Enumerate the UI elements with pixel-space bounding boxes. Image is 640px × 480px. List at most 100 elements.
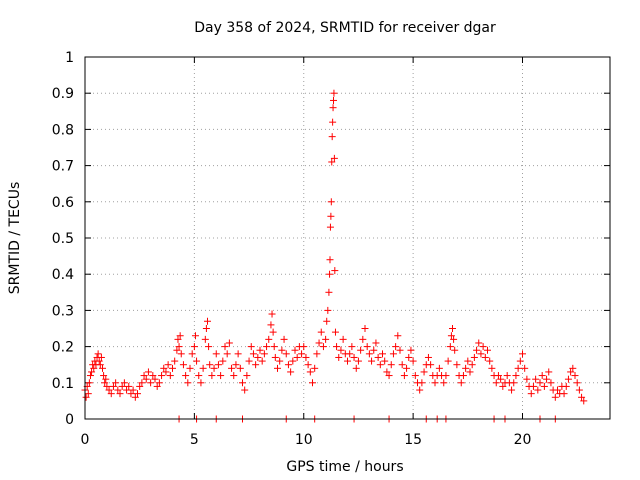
data-point [268,310,276,318]
y-tick-label: 0.7 [52,159,74,175]
y-tick-label: 1 [65,50,74,66]
data-point [184,379,192,387]
data-point [158,372,166,380]
data-point [392,343,400,351]
data-point [138,379,146,387]
data-point [322,335,330,343]
data-point [473,346,481,354]
data-point [368,357,376,365]
data-point [365,350,373,358]
data-point [236,364,244,372]
data-point [176,332,184,340]
data-point [468,361,476,369]
data-point [120,379,128,387]
data-point [409,357,417,365]
data-point [361,325,369,332]
data-point [363,343,371,351]
y-tick-label: 0.5 [52,231,74,247]
data-point [319,343,327,351]
x-tick-label: 5 [190,432,199,448]
data-point [116,390,124,398]
data-point [536,379,544,387]
data-point [243,372,251,380]
x-axis-ticks: 0 5 10 15 20 [81,57,532,448]
data-point [153,382,161,390]
data-point [352,364,360,372]
data-point [389,350,397,358]
data-point [329,104,337,112]
data-point [328,158,336,166]
data-point [166,372,174,380]
data-point [123,386,131,394]
data-point [385,372,393,380]
data-point [551,393,559,401]
data-point [564,375,572,383]
data-point [492,379,500,387]
data-point [519,350,526,358]
data-point [324,306,332,314]
data-point [326,223,334,231]
data-point [219,357,227,365]
data-point [114,386,122,394]
data-point [151,375,159,383]
y-tick-label: 0.3 [52,303,74,319]
data-point [230,372,238,380]
data-point [446,343,454,351]
plot-frame [84,56,611,420]
data-point [144,368,152,376]
data-point [217,372,225,380]
x-axis-label: GPS time / hours [286,459,403,475]
data-point [280,335,288,343]
data-point [160,364,168,372]
data-point [327,198,335,206]
data-point [499,382,507,390]
data-point [302,353,310,361]
data-point [306,368,314,376]
data-point [260,350,268,358]
data-point [331,328,339,336]
data-point [346,350,354,358]
data-point [103,382,111,390]
data-point [580,397,588,405]
data-point [578,393,586,401]
data-point [245,357,253,365]
data-point [486,357,494,365]
data-point [440,379,448,387]
data-point [309,379,316,387]
data-point [241,386,249,394]
data-point [379,350,386,358]
data-point [420,368,428,376]
data-point [532,375,540,383]
data-point [376,361,384,369]
data-point [313,350,321,358]
data-point [503,372,511,380]
data-point [350,353,358,361]
data-point [265,335,273,343]
data-point [214,361,222,369]
data-point [475,339,483,347]
data-point [400,372,408,380]
data-point [405,353,413,361]
y-tick-label: 0.1 [52,376,74,392]
data-point [102,375,110,383]
data-point [171,357,179,365]
data-point [459,372,467,380]
data-point [381,357,389,365]
data-point [169,364,176,372]
data-point [416,386,424,394]
data-point [339,335,347,343]
chart-title: Day 358 of 2024, SRMTID for receiver dga… [194,20,496,36]
data-point [543,375,551,383]
data-point [127,390,135,398]
data-point [247,343,255,351]
data-point [569,364,577,372]
data-point [529,382,537,390]
data-point [267,321,275,329]
x-tick-label: 20 [514,432,532,448]
data-point [291,346,299,354]
data-point [282,350,290,358]
data-point [326,256,334,264]
data-point [370,346,378,354]
data-point [287,368,295,376]
data-point [484,346,491,354]
